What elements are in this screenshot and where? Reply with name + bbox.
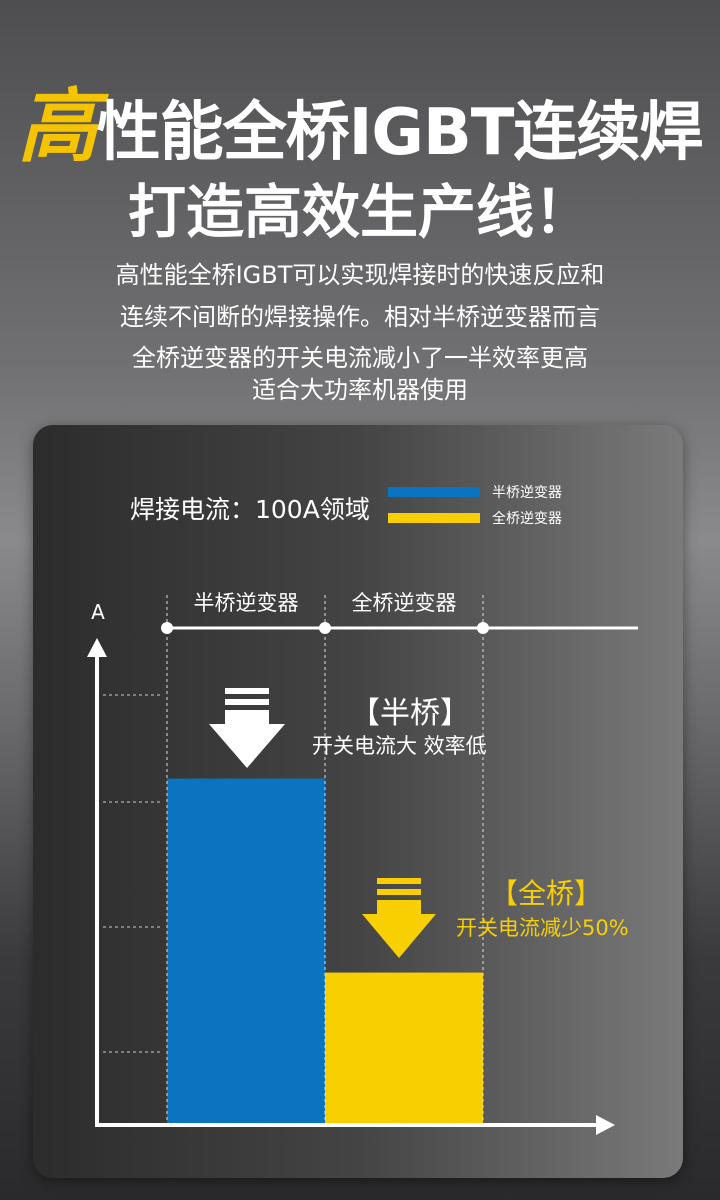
bracket-dot (161, 622, 173, 634)
bar-half-bridge (167, 778, 325, 1125)
down-arrow-icon-half-stem (225, 710, 269, 724)
down-arrow-icon-half-bar (225, 699, 269, 705)
down-arrow-icon-half-bar (225, 688, 269, 694)
x-axis-arrow (596, 1115, 615, 1135)
annotation-full-title: 【全桥】 (490, 877, 603, 910)
annotation-half-text: 开关电流大 效率低 (312, 734, 487, 758)
description-line: 全桥逆变器的开关电流减小了一半效率更高 (132, 344, 588, 372)
annotation-full-text: 开关电流减少50% (456, 916, 629, 940)
headline-line2: 打造高效生产线！ (127, 178, 592, 246)
description-line: 连续不间断的焊接操作。相对半桥逆变器而言 (120, 303, 600, 331)
bracket-dot (319, 622, 331, 634)
chart-title: 焊接电流：100A领域 (130, 495, 370, 524)
legend-swatch-half (388, 487, 480, 497)
down-arrow-icon-full-bar (377, 878, 421, 884)
annotation-half-title: 【半桥】 (350, 696, 470, 731)
legend-swatch-full (388, 513, 480, 523)
headline-line1-text: 性能全桥IGBT连续焊 (96, 96, 704, 170)
bracket-dot (477, 622, 489, 634)
down-arrow-icon-full-bar (377, 889, 421, 895)
down-arrow-icon-full-head (362, 914, 436, 958)
down-arrow-icon-full-stem (377, 900, 421, 914)
legend-label-half: 半桥逆变器 (492, 485, 562, 501)
y-axis-label: A (91, 600, 105, 624)
headline-highlight: 高 (17, 80, 98, 173)
down-arrow-icon-half-head (209, 724, 285, 768)
description-line: 适合大功率机器使用 (252, 376, 468, 404)
description-line: 高性能全桥IGBT可以实现焊接时的快速反应和 (115, 261, 605, 289)
bar-full-bridge (325, 972, 483, 1125)
y-axis-arrow (87, 638, 107, 657)
legend-label-full: 全桥逆变器 (492, 511, 562, 527)
category-label: 半桥逆变器 (194, 591, 299, 615)
category-label: 全桥逆变器 (352, 591, 457, 615)
headline-line1: 高性能全桥IGBT连续焊 (0, 62, 720, 178)
